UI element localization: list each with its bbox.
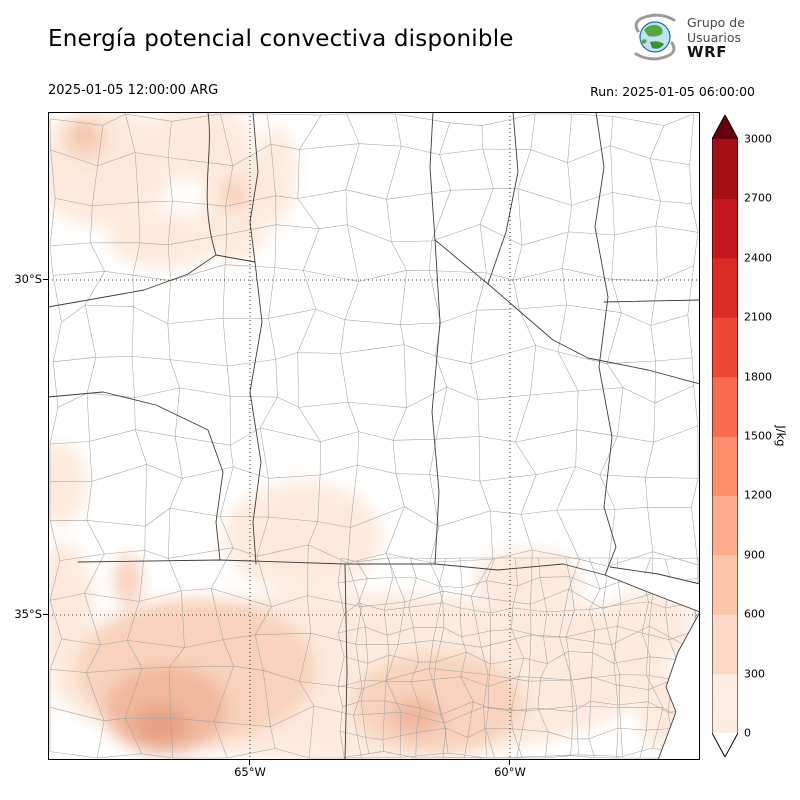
- province-boundaries: [47, 111, 701, 761]
- y-tick-label-30s: 30°S: [14, 272, 42, 286]
- x-tick-label-65w: 65°W: [234, 765, 266, 779]
- colorbar: 0 300 600 900 1200 1500 1800 2100 2400 2700 3000 J…: [711, 113, 800, 759]
- colorbar-under-arrow: [712, 733, 738, 757]
- valid-time-label: 2025-01-05 12:00:00 ARG: [48, 83, 219, 98]
- map-canvas: [31, 104, 701, 762]
- map-border: [48, 112, 700, 760]
- colorbar-segment: [712, 376, 738, 437]
- colorbar-tick-label: 600: [744, 607, 765, 621]
- colorbar-segment: [712, 554, 738, 615]
- colorbar-segment: [712, 257, 738, 318]
- logo-line-2: Usuarios: [687, 29, 742, 45]
- colorbar-tick-label: 2400: [744, 251, 772, 265]
- y-tickmark-35s: [43, 614, 48, 615]
- latlon-gridlines: [48, 112, 700, 760]
- colorbar-tick-label: 900: [744, 548, 765, 562]
- globe-icon: [634, 13, 676, 61]
- colorbar-segments: [712, 139, 738, 734]
- x-tick-label-60w: 60°W: [494, 765, 526, 779]
- colorbar-segment: [712, 436, 738, 496]
- colorbar-segment: [712, 673, 738, 734]
- colorbar-tick-label: 1800: [744, 370, 772, 384]
- colorbar-tick-label: 300: [744, 667, 765, 681]
- colorbar-segment: [712, 317, 738, 378]
- colorbar-segment: [712, 495, 738, 556]
- rio-de-la-plata-water: [605, 567, 700, 612]
- ocean-mask: [658, 612, 700, 760]
- y-tick-label-35s: 35°S: [14, 607, 42, 621]
- page-title: Energía potencial convectiva disponible: [48, 26, 514, 52]
- colorbar-tick-label: 1500: [744, 429, 772, 443]
- cape-shading: [31, 104, 698, 762]
- x-tickmark-60w: [509, 760, 510, 765]
- colorbar-tick-label: 2100: [744, 310, 772, 324]
- run-time-label: Run: 2025-01-05 06:00:00: [590, 84, 755, 99]
- logo-text: Grupo de Usuarios WRF: [687, 15, 745, 60]
- colorbar-tick-label: 2700: [744, 191, 772, 205]
- wrf-logo: Grupo de Usuarios WRF: [630, 12, 745, 62]
- colorbar-tick-label: 1200: [744, 488, 772, 502]
- colorbar-segment: [712, 614, 738, 675]
- colorbar-segment: [712, 198, 738, 259]
- logo-line-1: Grupo de: [687, 14, 745, 30]
- colorbar-units-label: J/kg: [774, 425, 788, 447]
- colorbar-tick-label: 3000: [744, 132, 772, 146]
- department-boundaries: [49, 113, 699, 759]
- colorbar-segment: [712, 139, 738, 199]
- x-tickmark-65w: [249, 760, 250, 765]
- colorbar-tick-label: 0: [744, 726, 751, 740]
- y-tickmark-30s: [43, 279, 48, 280]
- colorbar-over-arrow: [712, 115, 738, 139]
- logo-line-3: WRF: [687, 42, 728, 61]
